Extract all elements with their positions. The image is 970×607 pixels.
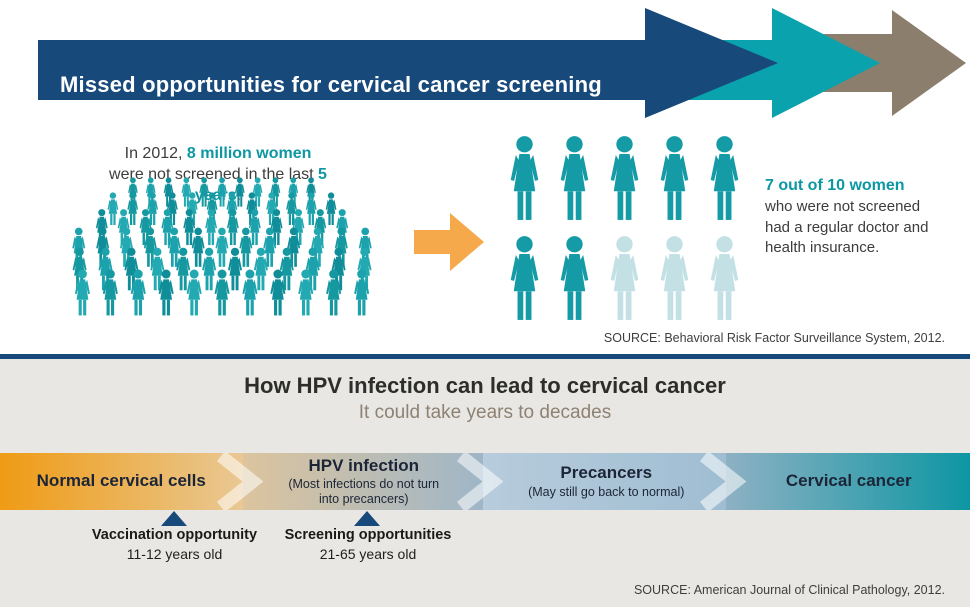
stage-normal-cells: Normal cervical cells <box>0 453 243 510</box>
woman-icon <box>102 269 118 316</box>
woman-icon <box>186 269 202 316</box>
hpv-section: How HPV infection can lead to cervical c… <box>0 359 970 607</box>
stat-highlight: 7 out of 10 women <box>765 177 905 194</box>
navy-arrow-icon <box>38 8 778 118</box>
woman-icon <box>235 177 245 207</box>
woman-icon <box>270 269 286 316</box>
marker-sublabel: 11-12 years old <box>126 546 223 563</box>
woman-icon <box>215 227 229 267</box>
woman-icon <box>205 209 218 246</box>
intro-line2-prefix: were not screened in the last <box>109 166 319 184</box>
woman-icon <box>660 136 689 220</box>
screening-marker: Screening opportunities 21-65 years old <box>262 526 474 564</box>
arrow-right-icon <box>414 213 484 271</box>
stat-text: 7 out of 10 women who were not screened … <box>765 175 943 259</box>
woman-icon <box>305 192 317 226</box>
section-divider <box>0 354 970 359</box>
woman-icon <box>239 227 253 267</box>
woman-icon <box>610 136 639 220</box>
source-top: SOURCE: Behavioral Risk Factor Surveilla… <box>603 331 945 345</box>
crowd-pictogram <box>72 177 372 316</box>
woman-icon <box>510 136 539 220</box>
woman-icon <box>214 269 230 316</box>
woman-icon <box>710 136 739 220</box>
stage-cervical-cancer: Cervical cancer <box>728 453 970 510</box>
stage-labels: Normal cervical cells HPV infection (Mos… <box>0 453 970 510</box>
intro-line1-prefix: In 2012, <box>124 145 187 162</box>
woman-icon <box>158 269 174 316</box>
stage-precancers: Precancers (May still go back to normal) <box>485 453 728 510</box>
woman-icon <box>107 192 119 226</box>
vaccination-marker: Vaccination opportunity 11-12 years old <box>72 526 277 564</box>
seven-of-ten-pictogram <box>510 136 739 320</box>
stage-label: Cervical cancer <box>785 471 912 491</box>
woman-icon <box>660 236 689 320</box>
woman-icon <box>199 177 209 207</box>
hpv-title: How HPV infection can lead to cervical c… <box>244 373 726 398</box>
woman-icon <box>176 247 191 291</box>
woman-icon <box>560 136 589 220</box>
woman-icon <box>217 177 227 207</box>
stat-rest: who were not screened had a regular doct… <box>765 198 929 257</box>
woman-icon <box>326 269 342 316</box>
marker-sublabel: 21-65 years old <box>319 546 417 563</box>
teal-arrow-icon <box>680 8 880 118</box>
woman-icon <box>325 192 337 226</box>
woman-icon <box>191 227 205 267</box>
marker-label: Screening opportunities <box>284 527 452 543</box>
hpv-subtitle: It could take years to decades <box>358 402 612 423</box>
woman-icon <box>202 247 217 291</box>
intro-line1-highlight: 8 million women <box>186 145 312 162</box>
woman-icon <box>510 236 539 320</box>
woman-icon <box>242 269 258 316</box>
screening-section: In 2012, 8 million women were not screen… <box>0 125 970 354</box>
source-bottom: SOURCE: American Journal of Clinical Pat… <box>633 583 945 597</box>
timeline-band <box>0 453 970 510</box>
stage-hpv-infection: HPV infection (Most infections do not tu… <box>243 453 486 510</box>
page-title: Missed opportunities for cervical cancer… <box>60 71 602 97</box>
chevron-separator-icon <box>216 453 264 510</box>
chevron-separator-icon <box>699 453 747 510</box>
marker-label: Vaccination opportunity <box>91 527 258 543</box>
woman-icon <box>226 209 239 246</box>
vaccination-marker-triangle-icon <box>161 511 187 526</box>
woman-icon <box>253 247 268 291</box>
woman-icon <box>610 236 639 320</box>
stage-label: Precancers <box>560 462 653 482</box>
banner-arrows <box>38 8 966 118</box>
stage-label: HPV infection <box>308 455 419 475</box>
woman-icon <box>227 247 243 291</box>
header-banner: Missed opportunities for cervical cancer… <box>0 0 970 125</box>
stage-label: Normal cervical cells <box>36 471 206 491</box>
woman-icon <box>127 192 139 226</box>
hpv-timeline: Normal cervical cells HPV infection (Mos… <box>0 453 970 510</box>
chevron-separator-icon <box>456 453 504 510</box>
woman-icon <box>560 236 589 320</box>
stage-sublabel: (Most infections do not turn into precan… <box>288 477 440 506</box>
stage-sublabel: (May still go back to normal) <box>528 484 685 499</box>
woman-icon <box>710 236 739 320</box>
screening-marker-triangle-icon <box>354 511 380 526</box>
